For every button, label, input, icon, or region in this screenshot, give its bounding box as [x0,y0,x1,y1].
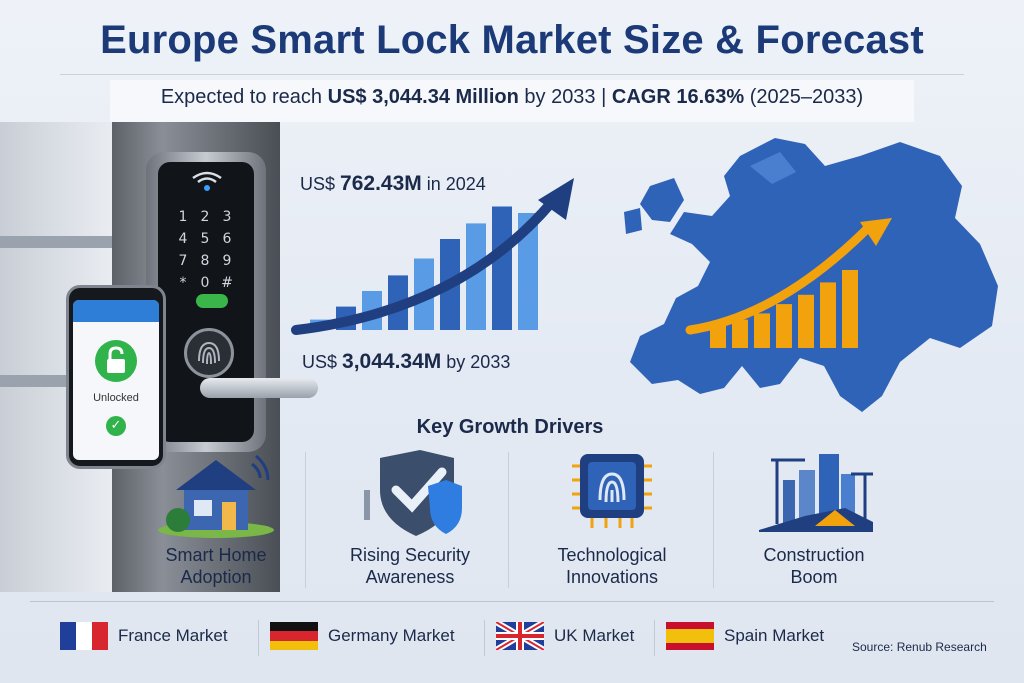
growth-arrow [291,197,557,335]
keypad-key: # [221,275,233,291]
market-divider [258,620,259,656]
subtitle-value: US$ 3,044.34 Million [327,86,519,108]
spain-flag-icon [666,622,714,650]
driver-divider [713,452,714,588]
title-divider [60,74,964,75]
driver-construction: Construction Boom [714,448,914,596]
keypad-key: 3 [222,209,232,225]
subtitle-cagr: CAGR 16.63% [611,86,745,108]
map-growth-bar [732,319,748,348]
stat-2033-prefix: US$ [302,352,343,372]
check-icon: ✓ [106,416,126,436]
lock-keypad: 1 2 3 4 5 6 7 8 9 * 0 # [172,206,242,294]
driver-label: Construction Boom [763,545,865,587]
map-growth-bar [710,325,726,348]
map-growth-bar [798,294,814,348]
france-flag-icon [60,622,108,650]
keypad-key: 1 [178,209,188,225]
subtitle-band [110,80,914,122]
market-divider [484,620,485,656]
driver-label: Rising Security Awareness [349,545,471,587]
stat-2033-suffix: by 2033 [441,352,511,372]
subtitle: Expected to reach US$ 3,044.34 Million b… [0,86,1024,109]
keypad-key: 8 [200,253,210,269]
driver-smart-home: Smart Home Adoption [116,448,316,596]
growth-bar [466,223,486,330]
driver-label: Technological Innovations [557,545,667,587]
bottom-divider [30,601,994,602]
map-growth-bar [754,313,770,348]
germany-flag-icon [270,622,318,650]
keypad-key: 5 [200,231,210,247]
market-label: UK Market [554,626,635,645]
phone-screen: Unlocked ✓ [73,300,159,460]
fingerprint-reader-icon [184,328,234,378]
page-title: Europe Smart Lock Market Size & Forecast [100,18,924,62]
stat-2024: US$ 762.43M in 2024 [300,172,486,196]
driver-security: Rising Security Awareness [310,448,510,596]
stat-2033: US$ 3,044.34M by 2033 [302,350,510,374]
map-growth-bar [842,270,858,348]
unlocked-padlock-icon [95,340,137,382]
keypad-key: 7 [178,253,188,269]
growth-bar-chart [291,178,574,335]
growth-bar [492,206,512,330]
market-divider [654,620,655,656]
map-growth-bar [776,304,792,348]
door-rail [0,236,130,248]
fingerprint-chip-icon [572,454,652,528]
driver-divider [305,452,306,588]
keypad-key: 4 [178,231,188,247]
lock-confirm-button [196,294,228,308]
market-label: Spain Market [724,626,825,645]
smart-home-icon [158,454,274,538]
map-growth-bar [820,282,836,348]
wifi-icon [192,171,222,191]
subtitle-mid: by 2033 | [518,86,612,108]
market-label: Germany Market [328,626,455,645]
driver-technology: Technological Innovations [512,448,712,596]
keypad-key: 6 [222,231,232,247]
stat-2024-suffix: in 2024 [421,174,486,194]
security-shield-icon [364,450,462,536]
driver-label: Smart Home Adoption [165,545,267,587]
uk-flag-icon [496,622,544,650]
europe-map-icon [624,138,998,412]
construction-city-icon [759,454,873,532]
driver-divider [508,452,509,588]
door-handle [200,378,318,398]
stat-2024-value: 762.43M [340,172,422,195]
growth-bar [518,213,538,330]
phone-status-label: Unlocked [93,392,139,404]
keypad-key: 2 [200,209,210,225]
stat-2024-prefix: US$ [300,174,341,194]
keypad-key: * [179,275,187,291]
phone-app-bar [73,300,159,322]
source-note: Source: Renub Research [852,640,987,654]
growth-arrow-head [538,178,574,220]
drivers-title: Key Growth Drivers [416,416,604,438]
keypad-key: 9 [222,253,232,269]
subtitle-period: (2025–2033) [744,86,864,108]
subtitle-prefix: Expected to reach [160,86,328,108]
stat-2033-value: 3,044.34M [342,350,442,373]
keypad-key: 0 [200,275,210,291]
market-label: France Market [118,626,228,645]
